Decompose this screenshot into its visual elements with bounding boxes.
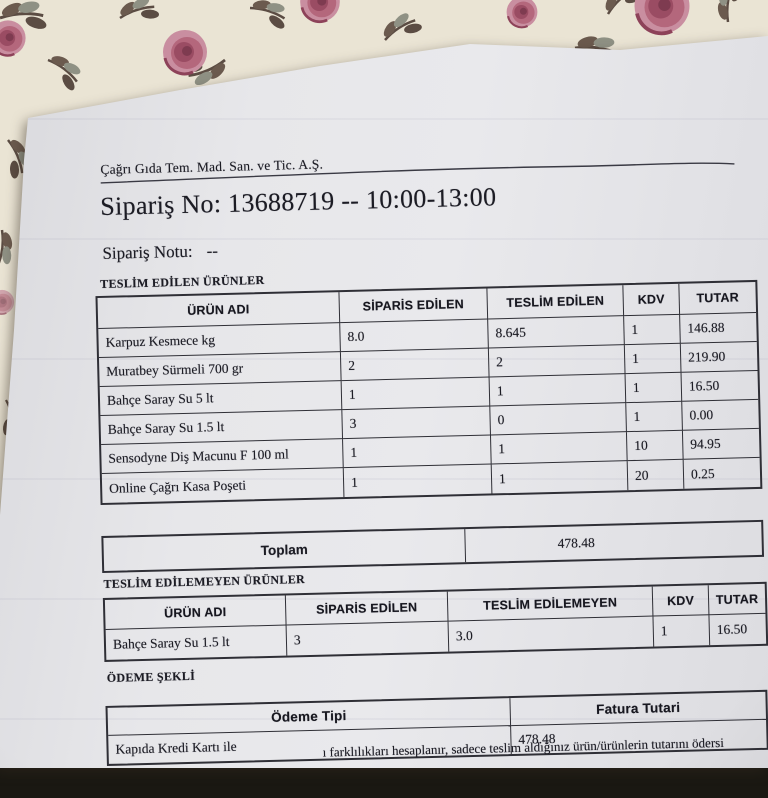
total-row: Toplam 478.48 [101, 519, 765, 574]
vat-cell: 1 [624, 343, 682, 375]
ordered-qty-cell: 1 [343, 435, 492, 469]
order-note-value: -- [206, 241, 219, 261]
amount-cell: 16.50 [716, 621, 748, 638]
column-header: TUTAR [708, 583, 766, 616]
ordered-qty-cell: 3 [286, 621, 450, 656]
total-label: Toplam [103, 529, 467, 571]
column-header: SİPARİS EDİLEN [285, 591, 449, 626]
column-header: ÜRÜN ADI [104, 595, 287, 630]
amount-cell: 0.25 [690, 465, 715, 482]
vat-cell: 1 [624, 314, 681, 346]
amount-cell: 94.95 [682, 428, 760, 460]
delivered-qty-cell: 0 [490, 403, 627, 436]
undelivered-products-table: ÜRÜN ADI SİPARİS EDİLEN TESLİM EDİLEMEYE… [102, 581, 768, 662]
undelivered-qty-cell: 3.0 [448, 616, 655, 652]
section-title-delivered: TESLİM EDİLEN ÜRÜNLER [100, 272, 265, 291]
total-value: 478.48 [557, 534, 595, 551]
delivered-qty-cell: 2 [488, 345, 626, 378]
order-number-line: Sipariş No: 13688719 -- 10:00-13:00 [99, 182, 497, 221]
amount-cell: 219.90 [680, 341, 758, 373]
delivered-products-table: ÜRÜN ADI SİPARİS EDİLEN TESLİM EDİLEN KD… [95, 279, 763, 506]
column-header: TESLİM EDİLEN [487, 285, 625, 320]
section-title-payment: ÖDEME ŞEKLİ [106, 668, 196, 685]
paper-shadow [0, 36, 768, 768]
paper-sheet [0, 36, 768, 768]
ordered-qty-cell: 1 [341, 377, 491, 411]
column-header: TUTAR [679, 281, 757, 315]
vat-cell: 1 [653, 615, 711, 647]
ordered-qty-cell: 1 [343, 464, 493, 498]
product-name-cell: Online Çağrı Kasa Poşeti [101, 468, 345, 503]
vat-cell: 20 [627, 459, 685, 491]
delivered-qty-cell: 1 [490, 432, 628, 465]
delivered-qty-cell: 8.645 [488, 316, 625, 349]
ordered-qty-cell: 2 [340, 348, 490, 382]
amount-cell: 0.00 [682, 399, 759, 431]
delivered-qty-cell: 1 [489, 374, 627, 407]
photo-of-receipt: { "colors": { "ink": "#1c1c24", "line": … [0, 0, 768, 768]
amount-cell: 16.50 [681, 370, 759, 402]
column-header: KDV [652, 585, 710, 617]
ordered-qty-cell: 8.0 [340, 319, 489, 353]
column-header: SİPARİS EDİLEN [339, 288, 489, 324]
order-note-label: Sipariş Notu: [102, 241, 193, 263]
ordered-qty-cell: 3 [342, 406, 491, 440]
vat-cell: 1 [625, 372, 683, 404]
order-note: Sipariş Notu: -- [102, 241, 218, 264]
vat-cell: 10 [626, 430, 684, 462]
amount-cell: 146.88 [680, 312, 757, 344]
delivered-qty-cell: 1 [491, 461, 629, 494]
receipt-document: Çağrı Gıda Tem. Mad. San. ve Tic. A.Ş. S… [84, 142, 768, 798]
product-name-cell: Bahçe Saray Su 1.5 lt [105, 625, 288, 660]
vat-cell: 1 [626, 401, 683, 433]
section-title-undelivered: TESLİM EDİLEMEYEN ÜRÜNLER [103, 572, 306, 591]
header-underline [100, 162, 735, 184]
column-header: KDV [623, 283, 681, 317]
